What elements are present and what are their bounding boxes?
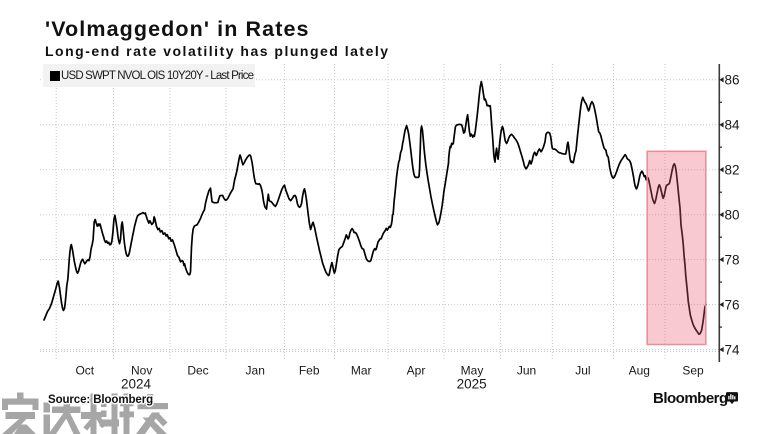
svg-text:Dec: Dec [187,364,208,378]
svg-text:Jul: Jul [575,364,590,378]
svg-text:May: May [461,364,484,378]
svg-text:76: 76 [725,298,740,313]
svg-text:2025: 2025 [457,377,487,392]
svg-text:Jun: Jun [517,364,536,378]
svg-text:Sep: Sep [682,364,704,378]
svg-text:Feb: Feb [299,364,320,378]
svg-text:Mar: Mar [351,364,372,378]
svg-text:82: 82 [725,163,740,178]
svg-text:Jan: Jan [246,364,265,378]
svg-text:80: 80 [725,208,740,223]
svg-text:84: 84 [725,118,741,133]
svg-text:74: 74 [725,343,741,358]
svg-text:Nov: Nov [131,364,152,378]
svg-text:78: 78 [725,253,740,268]
svg-text:Apr: Apr [407,364,426,378]
svg-text:Oct: Oct [75,364,94,378]
svg-text:86: 86 [725,73,740,88]
svg-text:Aug: Aug [629,364,650,378]
svg-text:2024: 2024 [121,377,152,392]
